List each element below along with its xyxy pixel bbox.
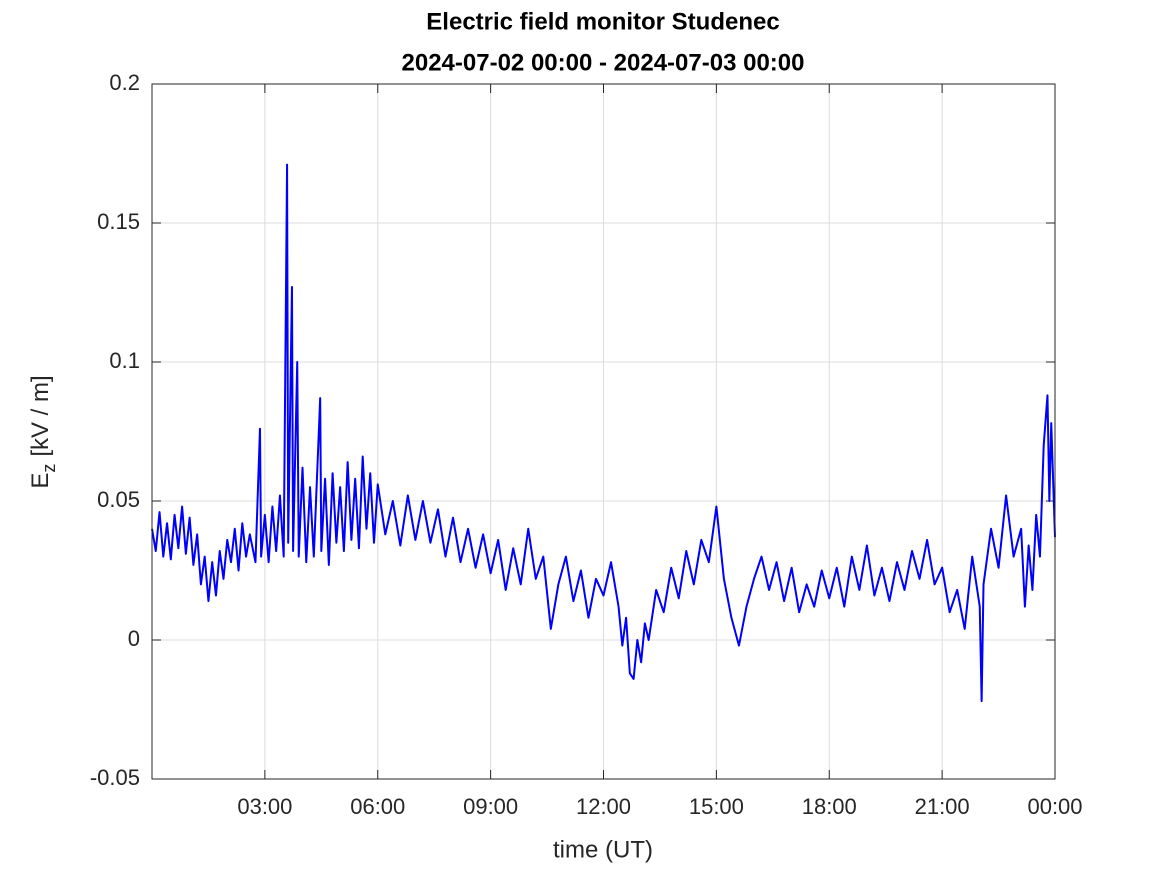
plot [151,163,1056,703]
y-axis-label-main: E [27,473,54,489]
x-tick-label: 06:00 [350,794,405,819]
chart-title: Electric field monitor Studenec [426,8,779,35]
x-tick-label: 15:00 [689,794,744,819]
data-line [151,163,1056,703]
x-tick-label: 00:00 [1027,794,1082,819]
y-tick-label: 0.1 [109,348,140,373]
x-tick-label: 21:00 [915,794,970,819]
x-axis-label: time (UT) [553,836,653,863]
y-tick-label: 0.05 [97,487,140,512]
y-axis-label-sub: z [39,464,59,473]
x-tick-label: 18:00 [802,794,857,819]
chart-subtitle: 2024-07-02 00:00 - 2024-07-03 00:00 [402,49,805,76]
x-tick-label: 03:00 [237,794,292,819]
y-tick-label: 0 [128,626,140,651]
y-tick-label: 0.15 [97,209,140,234]
y-axis-label-unit: [kV / m] [27,375,54,456]
x-tick-label: 12:00 [576,794,631,819]
y-tick-label: 0.2 [109,70,140,95]
x-tick-label: 09:00 [463,794,518,819]
y-tick-label: -0.05 [90,765,140,790]
axes-box [151,83,1056,780]
y-axis-label: Ez [kV / m] [27,375,58,488]
